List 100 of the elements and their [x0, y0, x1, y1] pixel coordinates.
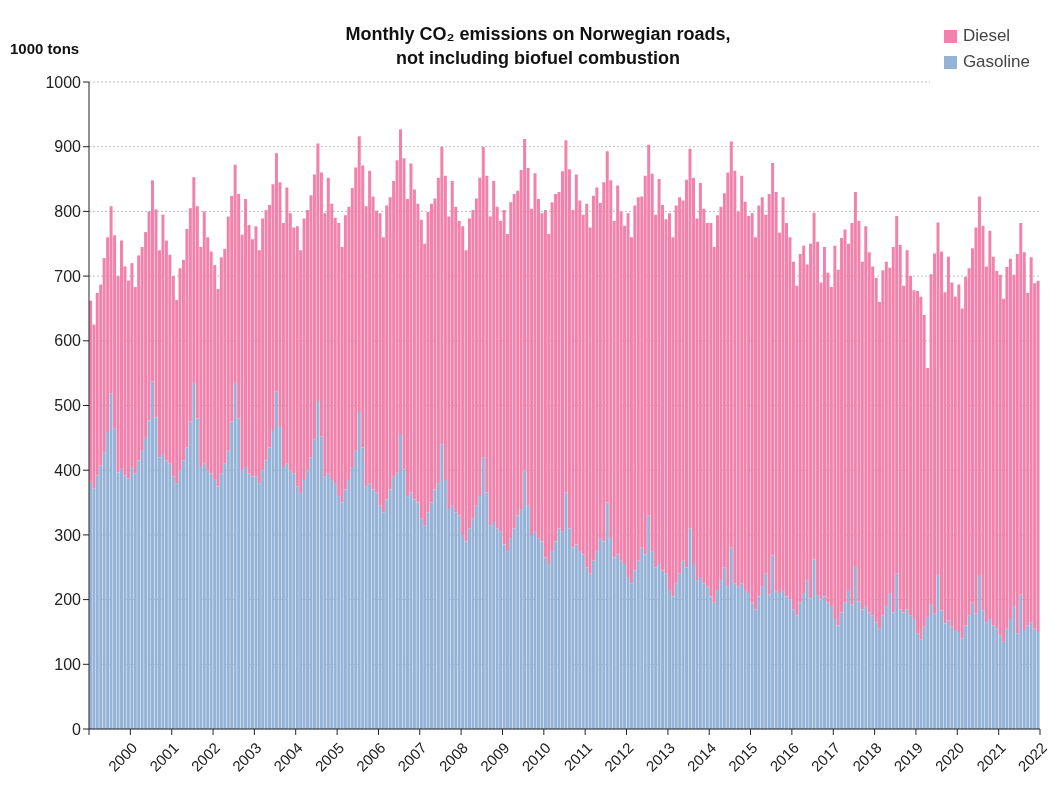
bar: [853, 565, 857, 729]
y-tick-label: 400: [54, 461, 82, 479]
bar: [623, 564, 627, 729]
bar: [888, 593, 892, 729]
y-tick-label: 100: [54, 655, 82, 673]
y-tick-label: 500: [54, 397, 82, 415]
bar: [540, 541, 544, 729]
bar: [895, 573, 899, 729]
bar: [533, 531, 537, 729]
bar: [781, 589, 785, 729]
y-tick-label: 900: [54, 138, 82, 156]
bar: [722, 567, 726, 729]
bar: [946, 620, 950, 729]
legend-label: Diesel: [961, 26, 1012, 46]
bar: [598, 538, 602, 729]
y-tick-label: 300: [54, 526, 82, 544]
bar: [771, 555, 775, 729]
bar: [481, 457, 485, 729]
bar: [1012, 606, 1016, 729]
chart-title: Monthly CO₂ emissions on Norwegian roads, not including biofuel combustion: [344, 23, 732, 70]
bar: [109, 393, 113, 729]
bar: [581, 554, 585, 729]
bar: [971, 602, 975, 729]
bar: [1036, 280, 1040, 632]
bar: [605, 502, 609, 729]
bar: [130, 466, 134, 729]
bar: [399, 433, 403, 729]
bar: [192, 382, 196, 729]
bar: [805, 580, 809, 729]
bar: [698, 576, 702, 729]
bar: [912, 619, 916, 729]
bar: [846, 589, 850, 729]
bar: [740, 583, 744, 729]
bar: [764, 573, 768, 729]
bar: [657, 564, 661, 729]
bar: [244, 466, 248, 729]
bar: [151, 381, 155, 729]
bar: [233, 382, 237, 729]
bar: [274, 391, 278, 729]
bar: [440, 444, 444, 729]
bar: [736, 586, 740, 729]
bar: [161, 454, 165, 729]
bar: [929, 604, 933, 729]
bar: [250, 476, 254, 729]
bar: [457, 515, 461, 729]
bar: [778, 593, 782, 729]
bar: [1026, 625, 1030, 729]
bar: [988, 619, 992, 729]
bar: [864, 606, 868, 729]
bar: [409, 492, 413, 729]
y-tick-label: 0: [72, 720, 82, 738]
bar: [647, 515, 651, 729]
bar: [333, 483, 337, 729]
bar: [416, 502, 420, 729]
bar: [375, 492, 379, 729]
bar: [492, 521, 496, 729]
y-tick-label: 1000: [45, 73, 82, 91]
y-tick-label: 200: [54, 591, 82, 609]
bar: [812, 559, 816, 729]
bar: [729, 547, 733, 729]
y-axis-title: 1000 tons: [10, 40, 80, 57]
bar: [292, 473, 296, 729]
bar: [822, 596, 826, 729]
bar: [681, 560, 685, 729]
bar: [747, 593, 751, 729]
bar: [285, 463, 289, 729]
bar: [209, 473, 213, 729]
bar: [957, 631, 961, 729]
bar: [119, 468, 123, 729]
bar: [977, 575, 981, 729]
bar: [905, 609, 909, 729]
bar: [392, 476, 396, 729]
y-tick-label: 700: [54, 267, 82, 285]
bar: [688, 528, 692, 729]
bar: [202, 463, 206, 729]
bar: [902, 612, 906, 729]
bar: [616, 554, 620, 729]
bar: [368, 483, 372, 729]
bar: [705, 586, 709, 729]
y-tick-label: 800: [54, 203, 82, 221]
bar: [316, 400, 320, 729]
bar: [557, 528, 561, 729]
bar: [1036, 631, 1040, 729]
bar: [326, 473, 330, 729]
y-tick-label: 600: [54, 332, 82, 350]
bar: [819, 599, 823, 729]
bar: [357, 411, 361, 729]
bar: [936, 575, 940, 729]
bar: [254, 476, 258, 729]
bar: [640, 547, 644, 729]
bar: [450, 505, 454, 729]
bar: [995, 628, 999, 729]
bar: [1019, 594, 1023, 729]
bar: [788, 599, 792, 729]
legend-label: Gasoline: [961, 52, 1030, 72]
bar: [953, 630, 957, 729]
bar: [564, 492, 568, 729]
bar: [829, 606, 833, 729]
bar: [1029, 622, 1033, 729]
bar: [499, 531, 503, 729]
